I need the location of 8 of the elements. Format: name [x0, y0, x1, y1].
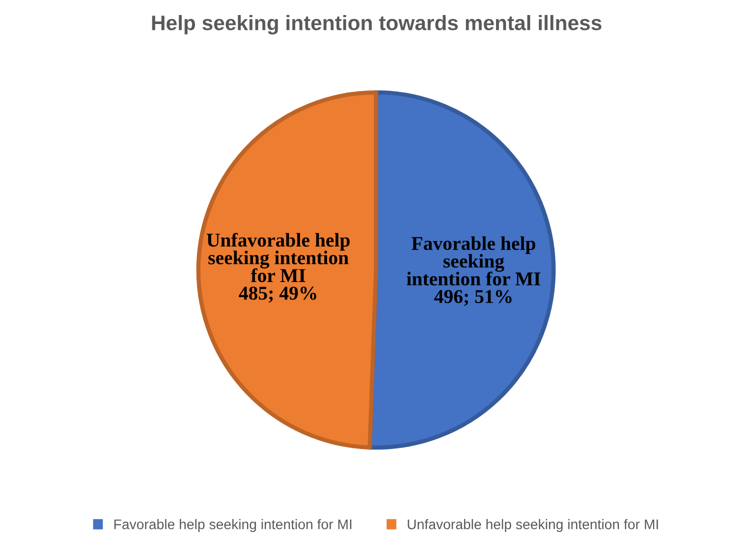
- legend-label: Favorable help seeking intention for MI: [114, 519, 352, 532]
- slice-label: Favorable help seeking intention for MI: [406, 236, 540, 286]
- data-label: 496; 51%: [434, 290, 512, 306]
- data-label: 485; 49%: [238, 286, 316, 303]
- pie-slice: [196, 90, 378, 450]
- slice-label: Unfavorable help seeking intention for MI: [206, 232, 350, 282]
- legend-label: Unfavorable help seeking intention for MI: [408, 519, 658, 532]
- chart-title: Help seeking intention towards mental illness: [152, 14, 602, 35]
